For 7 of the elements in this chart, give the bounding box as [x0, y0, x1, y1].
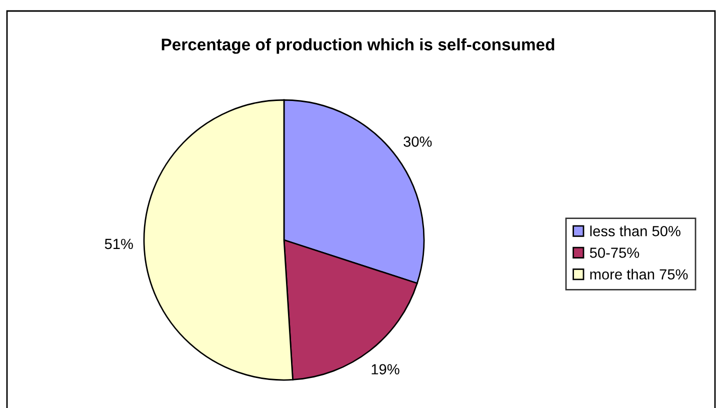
- data-label: 30%: [404, 136, 432, 147]
- data-label: 19%: [372, 364, 400, 374]
- chart-title: Percentage of production which is self-consumed: [162, 38, 554, 54]
- legend-label: more than 75%: [590, 268, 688, 280]
- data-label: 51%: [104, 238, 133, 250]
- legend-label: 50-75%: [590, 248, 640, 258]
- legend-label: less than 50%: [590, 226, 680, 236]
